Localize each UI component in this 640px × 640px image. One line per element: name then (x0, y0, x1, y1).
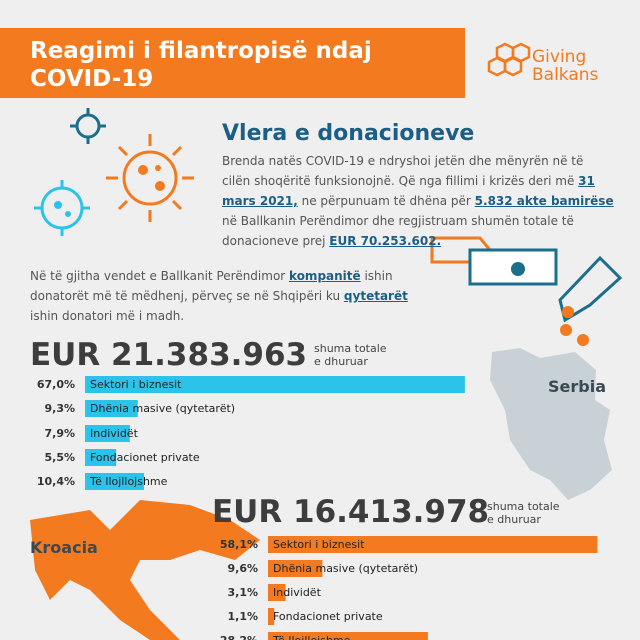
bar (85, 400, 138, 417)
value-label: 1,1% (227, 610, 258, 623)
value-label: 9,6% (227, 562, 258, 575)
category-label: Dhënia masive (qytetarët) (273, 562, 418, 575)
value-label: 9,3% (44, 402, 75, 415)
value-label: 67,0% (37, 378, 75, 391)
category-label: Të llojllojshme (89, 475, 168, 488)
bar (85, 376, 465, 393)
logo-text: Giving (532, 47, 586, 67)
bar (85, 473, 144, 490)
text: ishin donatorët më të mëdhenj, përveç se… (30, 269, 393, 303)
highlight: kompanitë (289, 269, 361, 283)
bar (268, 632, 428, 640)
intro-paragraph: Brenda natës COVID-19 e ndryshoi jetën d… (222, 151, 614, 251)
bar (268, 536, 598, 553)
category-label: Individët (90, 427, 139, 440)
header-band (0, 28, 465, 98)
virus-icons (34, 108, 194, 236)
text: Brenda natës COVID-19 e ndryshoi jetën d… (222, 154, 584, 188)
value-label: 58,1% (220, 538, 258, 551)
total-caption: shuma totale (314, 342, 387, 355)
title: COVID-19 (30, 66, 153, 92)
serbia-map (490, 348, 612, 500)
category-label: Individët (273, 586, 322, 599)
text: në Ballkanin Perëndimor dhe regjistruam … (222, 214, 574, 248)
category-label: Fondacionet private (273, 610, 383, 623)
total-caption: e dhuruar (314, 355, 368, 368)
title: Reagimi i filantropisë ndaj (30, 38, 372, 64)
hand-illustration (430, 236, 623, 346)
category-label: Dhënia masive (qytetarët) (90, 402, 235, 415)
total-caption: shuma totale (487, 500, 560, 513)
country-label: Kroacia (30, 538, 98, 557)
highlight: qytetarët (343, 289, 408, 303)
category-label: Të llojllojshme (272, 634, 351, 640)
summary-paragraph: Në të gjitha vendet e Ballkanit Perëndim… (30, 266, 430, 326)
bar (85, 425, 130, 442)
category-label: Sektori i biznesit (90, 378, 182, 391)
total-amount: EUR 21.383.963 (30, 337, 307, 373)
value-label: 5,5% (44, 451, 75, 464)
section-title: Vlera e donacioneve (222, 121, 474, 146)
highlight: EUR 70.253.602. (329, 234, 442, 248)
value-label: 7,9% (44, 427, 75, 440)
text: Në të gjitha vendet e Ballkanit Perëndim… (30, 269, 290, 283)
logo-icon (487, 42, 531, 77)
croatia-map (30, 500, 260, 640)
logo-text: Balkans (532, 65, 599, 85)
value-label: 3,1% (227, 586, 258, 599)
value-label: 10,4% (37, 475, 75, 488)
category-label: Sektori i biznesit (273, 538, 365, 551)
highlight: 5.832 akte bamirëse (474, 194, 614, 208)
highlight: 31 mars 2021, (222, 174, 595, 208)
total-amount: EUR 16.413.978 (212, 494, 489, 530)
bar (85, 449, 117, 466)
country-label: Serbia (548, 377, 606, 396)
value-label: 28,2% (220, 634, 258, 640)
total-caption: e dhuruar (487, 513, 541, 526)
bar (268, 560, 323, 577)
category-label: Fondacionet private (90, 451, 200, 464)
text: ishin donatori më i madh. (30, 309, 185, 323)
bar (268, 584, 286, 601)
bar (268, 608, 275, 625)
text: ne përpunuam të dhëna për (297, 194, 475, 208)
